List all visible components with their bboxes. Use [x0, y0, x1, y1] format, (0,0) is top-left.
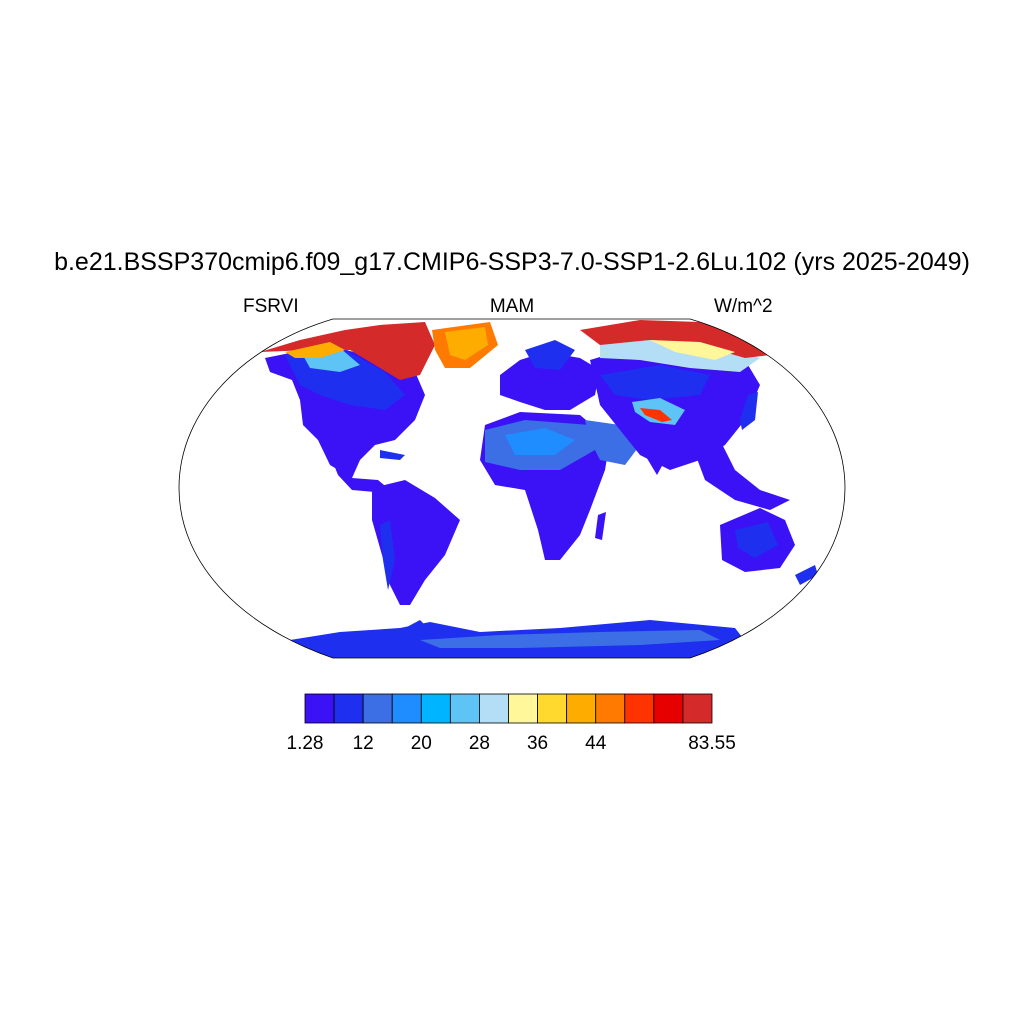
colorbar-swatch: [508, 693, 538, 724]
southeast-asia-region: [690, 440, 790, 510]
colorbar-swatch: [479, 693, 509, 724]
antarctic-peninsula: [405, 620, 430, 636]
arctic-canada-region: [260, 322, 435, 380]
tibet-core: [640, 408, 672, 422]
variable-label: FSRVI: [243, 296, 299, 317]
central-america-region: [332, 460, 390, 492]
colorbar-swatch: [391, 693, 422, 724]
arctic-canada-band: [285, 342, 345, 358]
siberia-band: [600, 335, 760, 372]
sahara-core: [505, 428, 575, 455]
andes-patch: [380, 520, 395, 590]
colorbar-swatch: [333, 693, 364, 724]
new-zealand: [795, 565, 818, 585]
colorbar-swatch: [653, 693, 684, 724]
antarctica-interior: [420, 630, 720, 648]
colorbar-swatch: [420, 693, 451, 724]
colorbar-swatch: [304, 693, 335, 724]
caribbean-islands: [380, 450, 405, 460]
colorbar-tick-label: 12: [352, 733, 374, 754]
colorbar-swatch: [624, 693, 655, 724]
india-region: [640, 428, 670, 475]
colorbar-swatch: [566, 693, 597, 724]
colorbar-tick-label: 1.28: [286, 733, 324, 754]
scandinavia-patch: [525, 340, 575, 370]
colorbar-tick-label: 20: [410, 733, 432, 754]
colorbar-swatch: [449, 693, 480, 724]
siberia-yellow: [650, 340, 735, 360]
central-asia-patch: [600, 365, 710, 400]
japan-islands: [740, 392, 758, 430]
south-america-region: [372, 480, 460, 605]
colorbar-swatch: [537, 693, 568, 724]
colorbar-swatch: [595, 693, 626, 724]
figure-title: b.e21.BSSP370cmip6.f09_g17.CMIP6-SSP3-7.…: [54, 248, 970, 276]
colorbar-swatch: [682, 693, 713, 724]
australia-interior: [735, 522, 778, 558]
colorbar-tick-label: 28: [468, 733, 490, 754]
map-boundary: [178, 318, 846, 659]
colorbar-tick-label: 44: [585, 733, 607, 754]
colorbar-tick-label: 83.55: [688, 733, 736, 754]
madagascar: [595, 512, 606, 540]
colorbar-swatch: [362, 693, 393, 724]
units-label: W/m^2: [714, 296, 773, 317]
season-label: MAM: [489, 296, 535, 317]
greenland-core: [445, 327, 488, 360]
europe-region: [500, 352, 600, 410]
colorbar-tick-label: 36: [526, 733, 549, 754]
